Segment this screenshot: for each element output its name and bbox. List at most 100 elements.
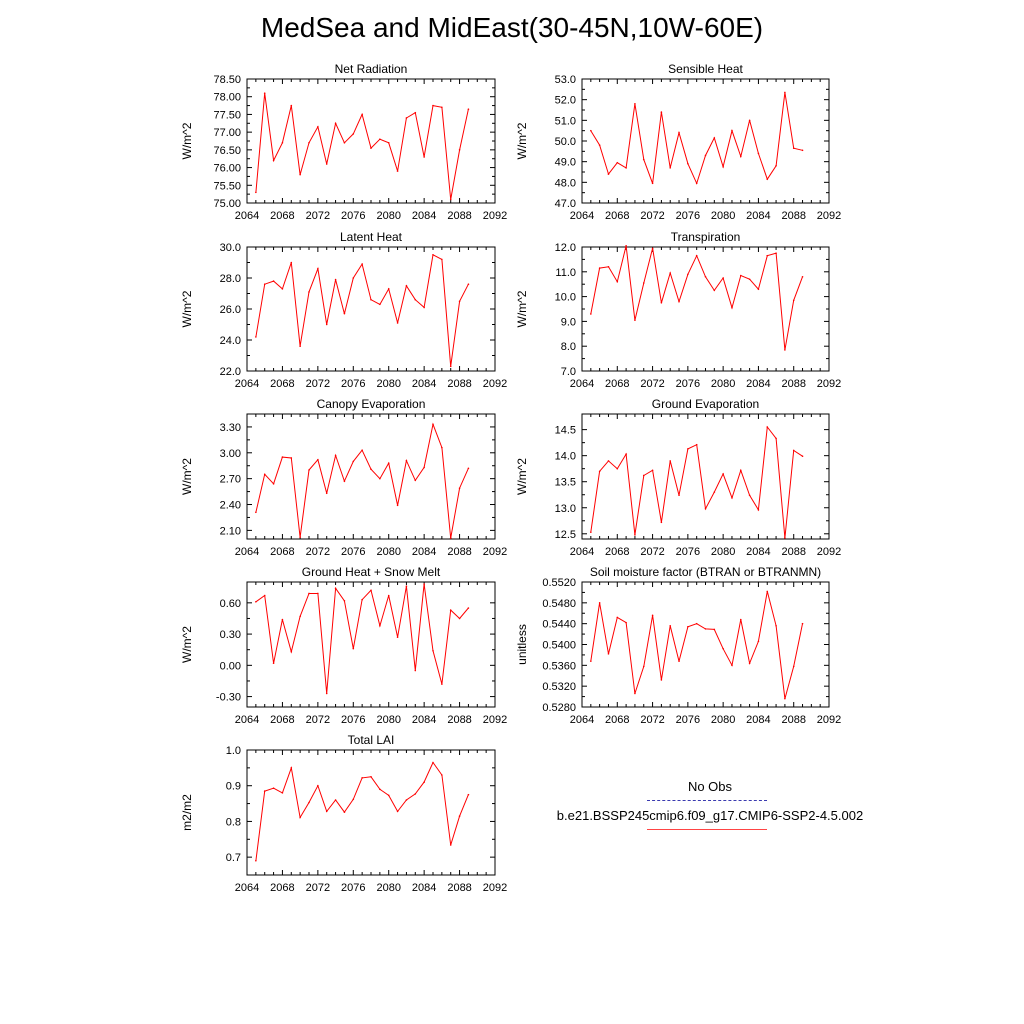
data-point [678, 300, 680, 303]
x-tick-label: 2092 [817, 210, 841, 222]
series-line [590, 591, 803, 699]
x-tick-label: 2092 [817, 378, 841, 390]
data-point [757, 640, 760, 643]
y-tick-label: 75.50 [213, 180, 241, 192]
data-point [263, 92, 266, 94]
x-tick-label: 2092 [483, 882, 507, 894]
x-tick-label: 2064 [235, 210, 259, 222]
data-point [370, 468, 372, 470]
series-line [590, 92, 803, 185]
data-point [607, 460, 610, 462]
y-tick-label: 76.00 [213, 163, 241, 175]
y-axis-label: W/m^2 [515, 122, 529, 159]
data-point [441, 106, 443, 109]
x-tick-label: 2076 [341, 546, 365, 558]
data-point [687, 162, 689, 165]
x-tick-label: 2068 [605, 378, 629, 390]
data-point [317, 458, 319, 461]
data-point [414, 793, 417, 795]
data-point [308, 801, 310, 804]
data-point [414, 669, 417, 672]
x-tick-label: 2068 [270, 546, 294, 558]
data-point [660, 111, 663, 113]
data-point [590, 129, 592, 132]
series-line [255, 93, 469, 200]
data-point [687, 625, 689, 628]
data-point [405, 117, 408, 119]
data-point [352, 460, 355, 463]
x-tick-label: 2080 [376, 714, 400, 726]
plot-frame [581, 581, 830, 708]
data-point [299, 816, 301, 819]
data-point [598, 602, 601, 604]
y-tick-label: 0.5400 [542, 640, 576, 652]
x-tick-label: 2084 [412, 378, 436, 390]
data-point [722, 647, 724, 650]
x-tick-label: 2088 [447, 714, 471, 726]
data-point [467, 283, 470, 286]
chart-panel-1: Net Radiation W/m^2 2064 2068 2072 2076 2080 20… [180, 62, 507, 222]
data-point [361, 113, 363, 116]
data-point [387, 288, 390, 290]
y-tick-label: 8.0 [561, 341, 576, 353]
x-tick-label: 2064 [570, 714, 594, 726]
data-point [731, 497, 733, 499]
data-point [325, 323, 328, 326]
data-point [272, 662, 275, 665]
data-point [634, 692, 636, 695]
data-point [414, 479, 417, 482]
data-point [713, 491, 716, 493]
x-tick-label: 2072 [306, 714, 330, 726]
plot-frame [581, 413, 830, 540]
data-point [616, 616, 619, 619]
series-line [255, 254, 469, 367]
y-tick-label: 13.0 [555, 503, 576, 515]
y-tick-label: 12.0 [555, 242, 576, 254]
y-tick-label: 53.0 [555, 74, 576, 86]
x-tick-label: 2076 [341, 882, 365, 894]
y-tick-label: 52.0 [555, 95, 576, 107]
data-point [704, 507, 707, 510]
data-point [748, 119, 751, 122]
y-tick-label: 78.50 [213, 74, 241, 86]
data-point [387, 594, 390, 597]
x-tick-label: 2064 [235, 882, 259, 894]
x-tick-label: 2068 [270, 378, 294, 390]
data-point [458, 815, 461, 817]
data-point [598, 144, 601, 146]
data-point [616, 161, 619, 164]
y-tick-label: 76.50 [213, 145, 241, 157]
data-point [669, 624, 672, 627]
data-point [334, 122, 337, 125]
data-point [784, 537, 786, 539]
data-point [263, 473, 266, 476]
series-line [255, 584, 469, 694]
data-point [792, 147, 795, 150]
data-point [449, 844, 452, 846]
x-tick-label: 2080 [711, 546, 735, 558]
data-point [308, 469, 310, 471]
x-tick-label: 2072 [640, 714, 664, 726]
chart-panel-5: Canopy Evaporation W/m^2 2064 2068 2072 2076 2… [180, 397, 507, 558]
x-tick-label: 2068 [605, 210, 629, 222]
x-tick-label: 2084 [746, 714, 770, 726]
x-tick-label: 2084 [412, 210, 436, 222]
data-point [687, 273, 689, 276]
data-point [308, 291, 310, 293]
data-point [449, 365, 452, 368]
data-point [255, 859, 257, 862]
x-tick-label: 2076 [676, 210, 700, 222]
data-point [361, 598, 363, 601]
y-tick-label: 0.5440 [542, 619, 576, 631]
data-point [651, 247, 654, 250]
data-point [660, 521, 663, 524]
y-tick-label: 2.10 [220, 525, 241, 537]
y-axis-label: m2/m2 [180, 794, 194, 831]
data-point [590, 313, 592, 315]
x-tick-label: 2072 [306, 882, 330, 894]
data-point [458, 487, 461, 489]
x-tick-label: 2088 [447, 378, 471, 390]
data-point [290, 261, 293, 264]
data-point [801, 455, 804, 457]
